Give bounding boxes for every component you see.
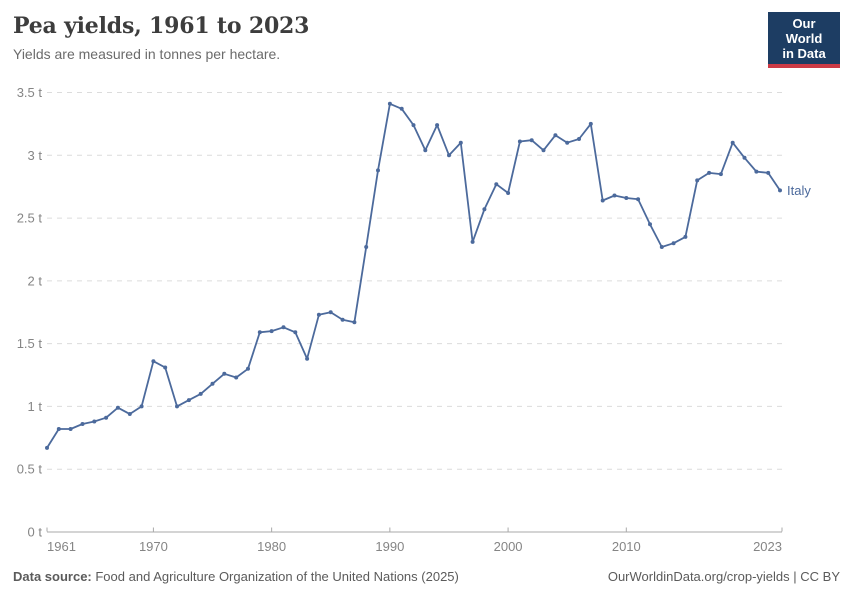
chart-header: Pea yields, 1961 to 2023 Yields are meas… bbox=[13, 13, 309, 62]
data-point[interactable] bbox=[624, 196, 629, 200]
owid-logo-line1: Our World bbox=[785, 16, 823, 46]
x-axis-tick-label: 2023 bbox=[753, 539, 782, 554]
data-point[interactable] bbox=[234, 375, 239, 380]
y-axis-tick-label: 3 t bbox=[28, 148, 43, 163]
x-axis-tick-label: 1980 bbox=[257, 539, 286, 554]
data-point[interactable] bbox=[707, 170, 712, 175]
x-axis-tick-label: 2000 bbox=[494, 539, 523, 554]
data-point[interactable] bbox=[115, 405, 120, 410]
data-point[interactable] bbox=[612, 193, 617, 198]
data-point[interactable] bbox=[269, 329, 274, 334]
data-point[interactable] bbox=[163, 365, 168, 370]
data-point[interactable] bbox=[376, 168, 380, 173]
y-axis-tick-label: 0 t bbox=[28, 525, 43, 540]
y-axis-tick-label: 2 t bbox=[28, 273, 43, 288]
x-axis-tick-label: 1961 bbox=[47, 539, 76, 554]
data-point[interactable] bbox=[305, 356, 310, 361]
data-point[interactable] bbox=[92, 419, 97, 424]
data-point[interactable] bbox=[139, 404, 144, 409]
x-axis-tick-label: 1990 bbox=[375, 539, 404, 554]
data-point[interactable] bbox=[600, 198, 605, 203]
data-point[interactable] bbox=[754, 169, 759, 174]
data-point[interactable] bbox=[399, 106, 404, 111]
data-point[interactable] bbox=[683, 234, 688, 239]
chart-title: Pea yields, 1961 to 2023 bbox=[13, 13, 310, 39]
data-point[interactable] bbox=[45, 445, 49, 450]
data-point[interactable] bbox=[718, 172, 723, 177]
data-source-note: Data source: Food and Agriculture Organi… bbox=[13, 569, 459, 584]
data-point[interactable] bbox=[742, 155, 747, 160]
y-axis-tick-label: 1.5 t bbox=[17, 336, 43, 351]
data-point[interactable] bbox=[56, 427, 61, 431]
data-point[interactable] bbox=[577, 137, 581, 141]
data-point[interactable] bbox=[80, 422, 85, 426]
credit-link[interactable]: OurWorldinData.org/crop-yields | CC BY bbox=[607, 569, 840, 584]
data-point[interactable] bbox=[68, 427, 73, 431]
y-axis-tick-label: 3.5 t bbox=[17, 85, 43, 100]
data-point[interactable] bbox=[293, 330, 298, 335]
data-point[interactable] bbox=[257, 330, 262, 335]
data-point[interactable] bbox=[423, 148, 428, 153]
data-point[interactable] bbox=[636, 197, 641, 202]
data-point[interactable] bbox=[127, 412, 132, 416]
data-point[interactable] bbox=[470, 239, 475, 244]
data-point[interactable] bbox=[447, 153, 451, 158]
y-axis-tick-label: 2.5 t bbox=[17, 211, 43, 226]
data-point[interactable] bbox=[246, 366, 250, 371]
y-axis-tick-label: 1 t bbox=[28, 399, 43, 414]
data-point[interactable] bbox=[316, 312, 321, 317]
data-point[interactable] bbox=[506, 191, 511, 195]
owid-logo-line2: in Data bbox=[782, 46, 826, 61]
data-point[interactable] bbox=[648, 222, 652, 227]
data-point[interactable] bbox=[553, 133, 558, 138]
data-point[interactable] bbox=[352, 320, 357, 325]
data-point[interactable] bbox=[210, 381, 215, 386]
series-label: Italy bbox=[787, 183, 811, 198]
data-point[interactable] bbox=[659, 245, 664, 249]
data-point[interactable] bbox=[730, 140, 735, 145]
data-point[interactable] bbox=[340, 317, 345, 322]
data-point[interactable] bbox=[671, 241, 676, 246]
owid-logo: Our World in Data bbox=[768, 12, 840, 68]
x-axis-tick-label: 1970 bbox=[139, 539, 168, 554]
data-point[interactable] bbox=[186, 398, 191, 403]
data-point[interactable] bbox=[482, 207, 487, 212]
data-point[interactable] bbox=[766, 170, 771, 175]
x-axis-tick-label: 2010 bbox=[612, 539, 641, 554]
chart-subtitle: Yields are measured in tonnes per hectar… bbox=[13, 46, 281, 62]
data-point[interactable] bbox=[328, 310, 333, 315]
data-point[interactable] bbox=[435, 123, 440, 128]
data-point[interactable] bbox=[281, 325, 286, 330]
data-point[interactable] bbox=[364, 245, 369, 249]
data-point[interactable] bbox=[411, 123, 416, 128]
data-point[interactable] bbox=[588, 121, 593, 126]
data-point[interactable] bbox=[517, 139, 522, 144]
data-point[interactable] bbox=[151, 359, 156, 364]
chart-footer: Data source: Food and Agriculture Organi… bbox=[13, 569, 840, 584]
data-point[interactable] bbox=[175, 404, 179, 409]
data-point[interactable] bbox=[565, 140, 570, 145]
data-point[interactable] bbox=[778, 188, 782, 193]
data-point[interactable] bbox=[529, 138, 534, 143]
y-axis-tick-label: 0.5 t bbox=[17, 462, 43, 477]
data-source-label: Data source: bbox=[13, 569, 92, 584]
data-point[interactable] bbox=[494, 182, 499, 187]
data-point[interactable] bbox=[458, 140, 463, 145]
data-point[interactable] bbox=[222, 371, 227, 376]
data-source-text: Food and Agriculture Organization of the… bbox=[91, 569, 459, 584]
data-point[interactable] bbox=[541, 148, 546, 153]
data-point[interactable] bbox=[198, 391, 203, 396]
data-point[interactable] bbox=[695, 178, 700, 183]
data-point[interactable] bbox=[104, 415, 109, 420]
data-point[interactable] bbox=[387, 101, 392, 106]
